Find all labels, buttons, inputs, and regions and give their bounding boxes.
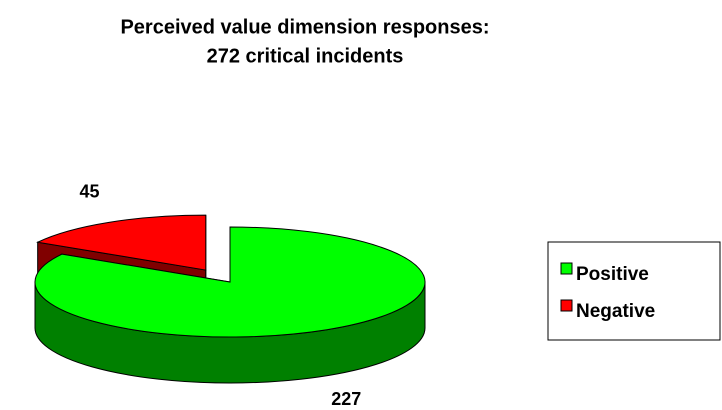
legend-swatch	[560, 299, 573, 312]
data-label: 45	[80, 182, 100, 202]
data-label: 227	[331, 389, 361, 409]
legend-swatch	[560, 262, 573, 275]
chart-title: Perceived value dimension responses:	[120, 16, 489, 38]
legend-label: Negative	[576, 301, 655, 322]
slice	[34, 226, 426, 338]
legend-label: Positive	[576, 264, 649, 285]
legend-box	[547, 241, 721, 341]
chart-title: 272 critical incidents	[207, 45, 404, 67]
slice	[36, 214, 207, 271]
